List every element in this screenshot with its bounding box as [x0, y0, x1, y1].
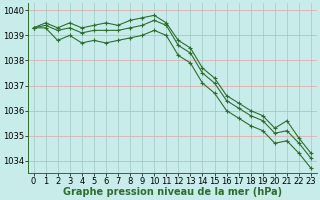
- X-axis label: Graphe pression niveau de la mer (hPa): Graphe pression niveau de la mer (hPa): [63, 187, 282, 197]
